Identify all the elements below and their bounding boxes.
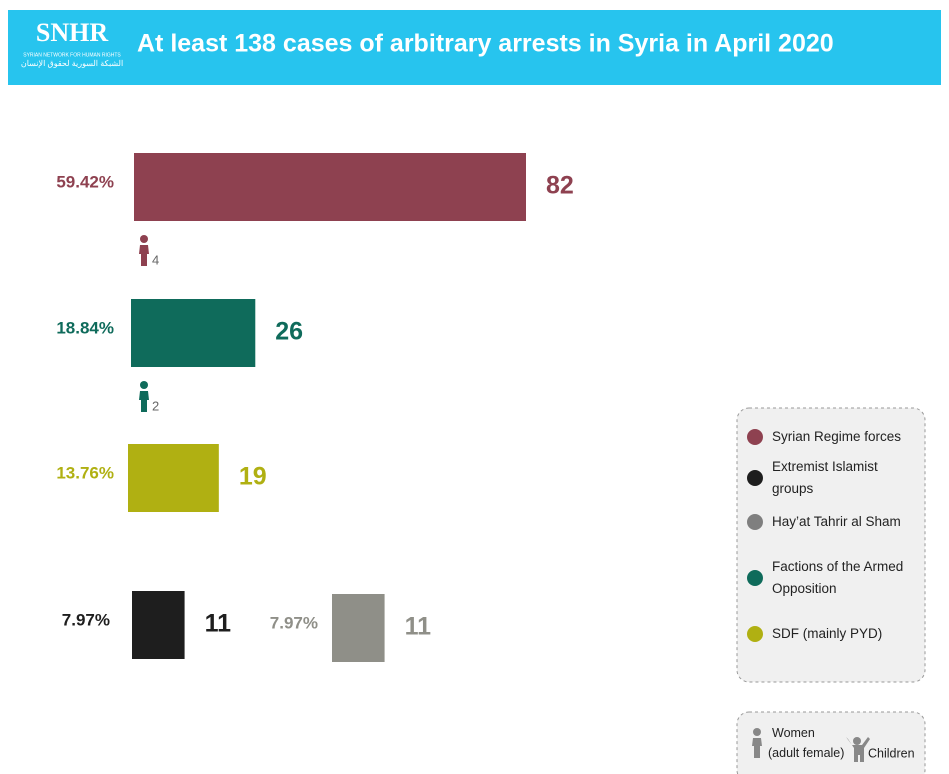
value-label: 82 <box>546 172 574 200</box>
woman-icon-head <box>140 235 148 243</box>
bar <box>132 591 185 659</box>
percentage-label: 18.84% <box>56 318 114 337</box>
logo-name: SNHR <box>36 18 108 47</box>
woman-icon-body <box>139 391 149 412</box>
icon-legend-women-line: Women <box>772 726 815 740</box>
percentage-label: 13.76% <box>56 463 114 482</box>
women-count: 2 <box>152 398 159 413</box>
legend-swatch <box>747 514 763 530</box>
legend-label: SDF (mainly PYD) <box>772 626 883 641</box>
bar <box>134 153 526 221</box>
legend-label: Factions of the Armed Opposition <box>772 559 904 596</box>
icon-legend-women-line: (adult female) <box>768 746 844 760</box>
legend-label: Hay’at Tahrir al Sham <box>772 514 901 529</box>
legend-swatch <box>747 470 763 486</box>
value-label: 11 <box>405 613 432 641</box>
legend-label: Extremist Islamist groups <box>772 459 878 496</box>
percentage-label: 7.97% <box>62 610 110 629</box>
value-label: 26 <box>275 318 303 346</box>
value-label: 19 <box>239 463 267 491</box>
bar <box>128 444 219 512</box>
women-count: 4 <box>152 252 159 267</box>
percentage-label: 7.97% <box>270 613 318 632</box>
woman-icon <box>139 381 149 412</box>
woman-icon-head <box>140 381 148 389</box>
percentage-label: 59.42% <box>56 172 114 191</box>
legend-swatch <box>747 570 763 586</box>
icon-legend-children: Children <box>868 746 915 760</box>
logo-arabic: الشبكة السورية لحقوق الإنسان <box>21 59 123 68</box>
woman-icon <box>752 728 762 758</box>
legend-box <box>736 407 926 683</box>
woman-icon-body <box>139 245 149 266</box>
child-icon <box>846 737 870 762</box>
legend-swatch <box>747 429 763 445</box>
header <box>8 10 941 85</box>
logo-subtitle: SYRIAN NETWORK FOR HUMAN RIGHTS <box>23 52 121 58</box>
icon-legend-box <box>736 711 926 774</box>
legend-label: Syrian Regime forces <box>772 429 902 444</box>
value-label: 11 <box>205 610 232 638</box>
bar <box>131 299 256 367</box>
legend-swatch <box>747 626 763 642</box>
chart-title: At least 138 cases of arbitrary arrests … <box>137 30 834 58</box>
woman-icon <box>139 235 149 266</box>
bar <box>332 594 385 662</box>
icon-legend-women: Women (adult female) <box>768 726 844 760</box>
